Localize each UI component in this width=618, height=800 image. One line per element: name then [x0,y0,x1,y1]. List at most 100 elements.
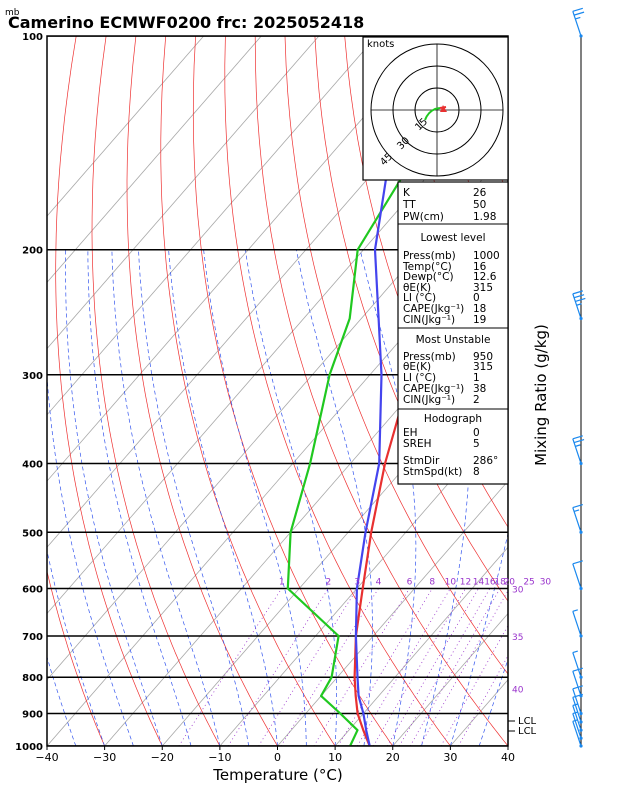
hd-sreh-label: SREH [403,438,432,450]
ll-press-value: 1000 [473,250,500,262]
ll-li-value: 0 [473,292,480,304]
ll-dewp-value: 12.6 [473,271,497,283]
ll-cape-label: CAPE(Jkg⁻¹) [403,303,464,315]
most-unstable-title: Most Unstable [416,334,491,346]
mixing-ratio-label: 3 [354,577,360,587]
dry-adiabat-line [314,36,508,602]
pressure-tick-label: 100 [22,32,43,43]
temperature-tick-label: 10 [328,751,342,764]
wind-barb [572,609,583,638]
isotherm-line [277,480,508,746]
mu-cin-value: 2 [473,394,480,406]
lowest-level-title: Lowest level [420,232,485,244]
mixing-ratio-label: 12 [460,577,471,587]
dry-adiabat-line [254,36,508,746]
wind-barb [572,290,586,321]
idx-k-value: 26 [473,187,487,199]
wind-barb [572,650,583,679]
isotherm-line [47,36,262,283]
temperature-tick-label: 0 [274,751,281,764]
moist-adiabat-line [47,372,134,746]
mu-thetae-label: θE(K) [403,361,431,373]
pressure-tick-label: 500 [22,528,43,539]
wind-barb [572,7,585,38]
temperature-tick-label: −30 [93,751,116,764]
isotherm-line [47,36,320,350]
mu-li-label: LI (°C) [403,372,436,384]
dry-adiabat-line [47,569,105,746]
idx-tt-value: 50 [473,199,486,211]
chart-title: Camerino ECMWF0200 frc: 2025052418 [8,13,364,32]
mu-cape-value: 38 [473,383,486,395]
mixing-ratio-line [409,588,501,746]
storm-motion-marker [440,105,447,112]
pressure-tick-label: 600 [22,584,43,595]
wind-barb-column [572,7,586,748]
ll-temp-label: Temp(°C) [402,261,452,273]
moist-adiabat-line [87,249,192,746]
idx-tt-label: TT [402,199,416,211]
mu-li-value: 1 [473,372,480,384]
mixing-ratio-label: 2 [325,577,331,587]
pressure-tick-label: 800 [22,673,43,684]
wind-barb [572,719,583,748]
mixing-ratio-label: 14 [473,577,485,587]
hd-stmspd-label: StmSpd(kt) [403,466,462,478]
pressure-unit-label: mb [5,8,20,18]
moist-adiabat-line [245,249,337,746]
mixing-ratio-label: 8 [429,577,435,587]
hd-stmdir-value: 286° [473,455,498,467]
temperature-axis: −40 −30 −20 −10 0 10 20 30 40 [35,746,515,764]
mu-cin-label: CIN(Jkg⁻¹) [403,394,455,406]
x-axis-title: Temperature (°C) [212,766,342,784]
hd-stmdir-label: StmDir [403,455,440,467]
wind-barb [572,703,583,732]
temperature-tick-label: 20 [386,751,400,764]
dry-adiabat-line [91,36,221,746]
ll-cape-value: 18 [473,303,486,315]
ll-li-label: LI (°C) [403,292,436,304]
theta-e-label: 30 [512,585,524,595]
wind-barb [572,711,583,740]
temperature-tick-label: 30 [443,751,457,764]
theta-e-label: 35 [512,633,523,643]
ll-thetae-value: 315 [473,282,493,294]
isotherm-line [392,612,508,746]
pressure-tick-label: 300 [22,371,43,382]
wind-barb [572,504,583,534]
isotherm-line [47,36,435,482]
moist-adiabat-line [359,249,417,746]
hd-eh-value: 0 [473,427,480,439]
mixing-ratio-label: 10 [445,577,457,587]
wind-barb [572,693,583,724]
mixing-ratio-label: 16 [484,577,496,587]
mixing-ratio-label: 25 [523,577,534,587]
idx-k-label: K [403,187,411,199]
mixing-ratio-line [398,588,491,746]
isotherm-line [219,414,508,746]
mixing-ratio-line [419,589,508,746]
ll-cin-label: CIN(Jkg⁻¹) [403,314,455,326]
temperature-tick-label: −20 [151,751,174,764]
mu-cape-label: CAPE(Jkg⁻¹) [403,383,464,395]
mixing-ratio-line [386,588,479,746]
dry-adiabat-line [126,36,278,746]
wind-barb [572,685,583,716]
mixing-ratio-label: 1 [279,577,285,587]
dry-adiabat-line [55,36,163,746]
mixing-ratio-label: 6 [407,577,413,587]
mixing-ratio-label: 30 [540,577,552,587]
ll-cin-value: 19 [473,314,486,326]
dry-adiabat-line [284,36,508,675]
hd-sreh-value: 5 [473,438,480,450]
dry-adiabat-line [160,36,336,746]
mu-thetae-value: 315 [473,361,493,373]
mixing-ratio-label: 18 [494,577,506,587]
hodograph-title: Hodograph [424,413,482,425]
wind-barb [572,435,585,466]
idx-pw-value: 1.98 [473,211,496,223]
mu-press-label: Press(mb) [403,351,456,363]
pressure-tick-label: 700 [22,632,43,643]
